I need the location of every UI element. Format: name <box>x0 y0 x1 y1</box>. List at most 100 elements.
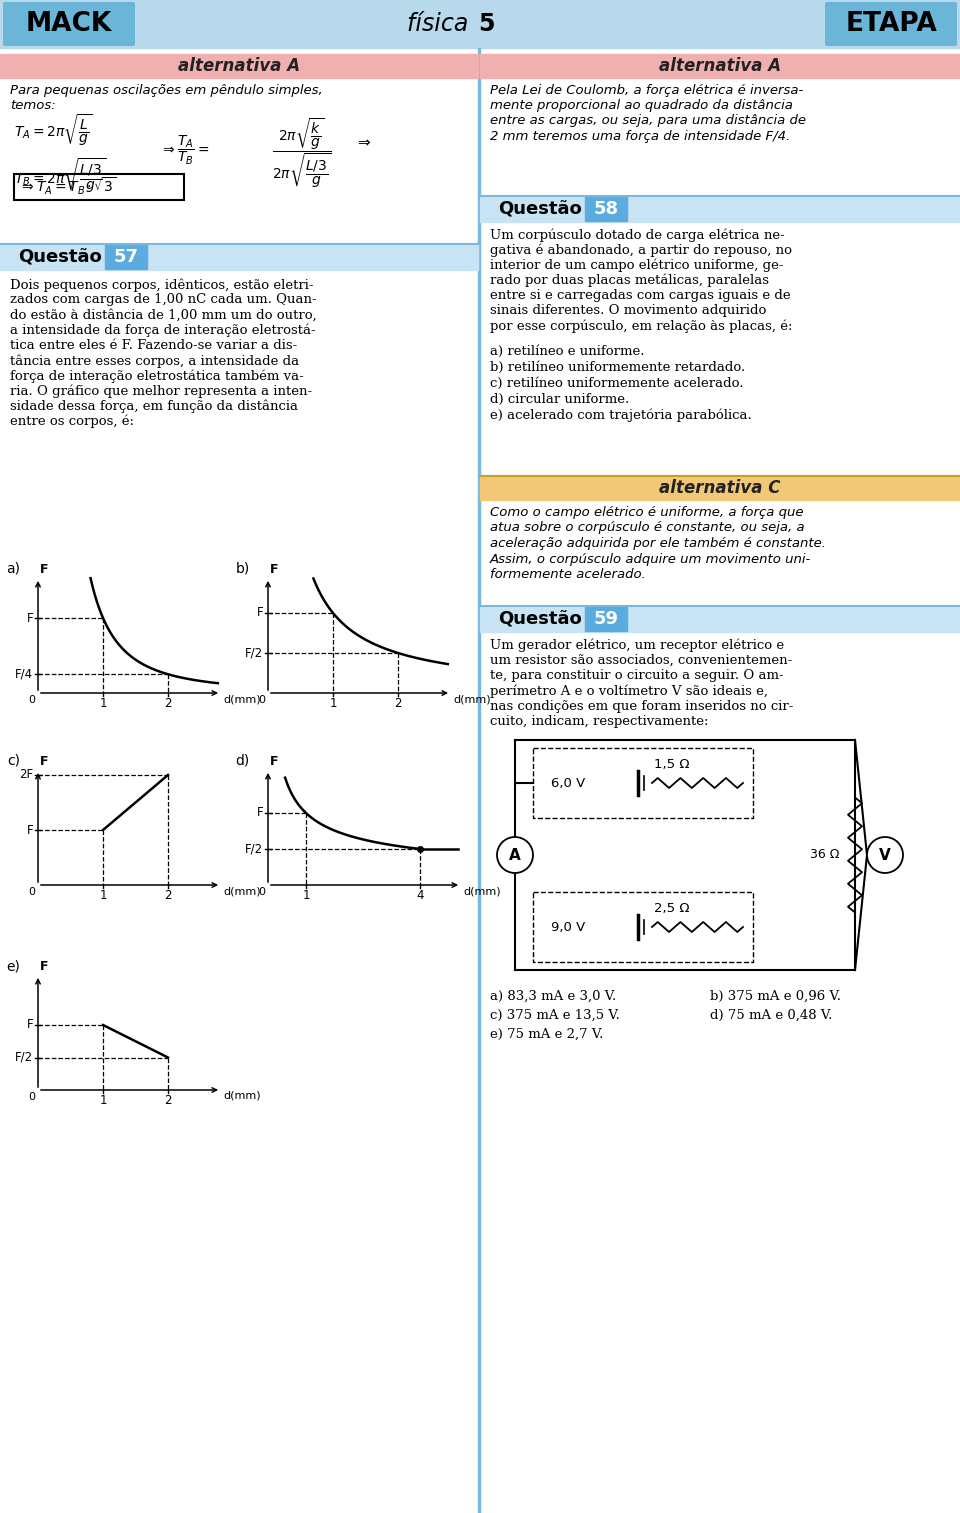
Text: a): a) <box>6 561 20 576</box>
Text: alternativa A: alternativa A <box>659 57 781 76</box>
Text: aceleração adquirida por ele também é constante.: aceleração adquirida por ele também é co… <box>490 537 826 551</box>
Text: cuito, indicam, respectivamente:: cuito, indicam, respectivamente: <box>490 716 708 728</box>
Text: sidade dessa força, em função da distância: sidade dessa força, em função da distânc… <box>10 399 298 413</box>
Text: 1,5 Ω: 1,5 Ω <box>654 758 689 772</box>
Bar <box>533 893 753 962</box>
Text: F: F <box>270 755 278 769</box>
Bar <box>0 244 478 269</box>
Text: F: F <box>256 806 263 820</box>
Text: física: física <box>407 12 476 36</box>
Text: A: A <box>509 847 521 862</box>
Text: d): d) <box>236 753 250 769</box>
Text: F/2: F/2 <box>14 1052 33 1064</box>
Text: Assim, o corpúsculo adquire um movimento uni-: Assim, o corpúsculo adquire um movimento… <box>490 552 811 566</box>
Text: $\Rightarrow\dfrac{T_A}{T_B}=$: $\Rightarrow\dfrac{T_A}{T_B}=$ <box>160 135 209 166</box>
Text: d(mm): d(mm) <box>223 694 260 704</box>
Text: 0: 0 <box>28 694 35 705</box>
Text: 57: 57 <box>113 248 138 266</box>
Text: 0: 0 <box>28 1092 35 1101</box>
Text: 0: 0 <box>258 887 265 897</box>
Text: Como o campo elétrico é uniforme, a força que: Como o campo elétrico é uniforme, a forç… <box>490 505 804 519</box>
Bar <box>14 174 184 200</box>
Text: rado por duas placas metálicas, paralelas: rado por duas placas metálicas, paralela… <box>490 274 769 287</box>
Text: formemente acelerado.: formemente acelerado. <box>490 567 646 581</box>
Text: F: F <box>26 823 33 837</box>
Bar <box>585 607 627 631</box>
Text: F: F <box>26 1018 33 1032</box>
Text: d(mm): d(mm) <box>223 1091 260 1101</box>
Text: Um gerador elétrico, um receptor elétrico e: Um gerador elétrico, um receptor elétric… <box>490 638 784 652</box>
Text: 2: 2 <box>395 697 401 710</box>
Text: por esse corpúsculo, em relação às placas, é:: por esse corpúsculo, em relação às placa… <box>490 319 793 333</box>
Text: Questão: Questão <box>498 610 582 628</box>
Text: 1: 1 <box>99 697 107 710</box>
Bar <box>105 245 147 269</box>
Text: Para pequenas oscilações em pêndulo simples,: Para pequenas oscilações em pêndulo simp… <box>10 85 323 97</box>
Text: do estão à distância de 1,00 mm um do outro,: do estão à distância de 1,00 mm um do ou… <box>10 309 317 321</box>
Text: d) circular uniforme.: d) circular uniforme. <box>490 393 629 405</box>
Text: entre os corpos, é:: entre os corpos, é: <box>10 415 134 428</box>
Text: mente proporcional ao quadrado da distância: mente proporcional ao quadrado da distân… <box>490 100 793 112</box>
Text: te, para constituir o circuito a seguir. O am-: te, para constituir o circuito a seguir.… <box>490 669 783 682</box>
Text: $\Rightarrow T_A = T_B \cdot \sqrt{3}$: $\Rightarrow T_A = T_B \cdot \sqrt{3}$ <box>19 176 116 197</box>
Text: 2: 2 <box>164 697 172 710</box>
Circle shape <box>497 837 533 873</box>
Text: F: F <box>40 755 49 769</box>
Text: b) 375 mA e 0,96 V.: b) 375 mA e 0,96 V. <box>710 990 841 1003</box>
Text: 2,5 Ω: 2,5 Ω <box>654 902 689 915</box>
Text: Questão: Questão <box>498 200 582 218</box>
Text: 2: 2 <box>164 890 172 902</box>
Text: $T_B = 2\pi\sqrt{\dfrac{L/3}{g}}$: $T_B = 2\pi\sqrt{\dfrac{L/3}{g}}$ <box>14 156 107 195</box>
Text: c): c) <box>7 753 20 769</box>
Bar <box>478 48 480 1513</box>
Text: 5: 5 <box>478 12 494 36</box>
Text: d(mm): d(mm) <box>223 887 260 896</box>
Text: 1: 1 <box>99 1094 107 1108</box>
Text: a intensidade da força de interação eletrostá-: a intensidade da força de interação elet… <box>10 324 316 337</box>
Text: d(mm): d(mm) <box>453 694 491 704</box>
Text: 0: 0 <box>258 694 265 705</box>
Text: gativa é abandonado, a partir do repouso, no: gativa é abandonado, a partir do repouso… <box>490 244 792 257</box>
Text: interior de um campo elétrico uniforme, ge-: interior de um campo elétrico uniforme, … <box>490 259 783 272</box>
Text: entre si e carregadas com cargas iguais e de: entre si e carregadas com cargas iguais … <box>490 289 791 301</box>
Text: c) 375 mA e 13,5 V.: c) 375 mA e 13,5 V. <box>490 1009 620 1021</box>
Text: Pela Lei de Coulomb, a força elétrica é inversa-: Pela Lei de Coulomb, a força elétrica é … <box>490 85 804 97</box>
Text: Dois pequenos corpos, idênticos, estão eletri-: Dois pequenos corpos, idênticos, estão e… <box>10 278 314 292</box>
Text: 2: 2 <box>164 1094 172 1108</box>
Text: 1: 1 <box>99 890 107 902</box>
Text: atua sobre o corpúsculo é constante, ou seja, a: atua sobre o corpúsculo é constante, ou … <box>490 522 804 534</box>
Text: F: F <box>40 961 49 973</box>
Bar <box>480 197 960 222</box>
Text: b) retilíneo uniformemente retardado.: b) retilíneo uniformemente retardado. <box>490 362 745 374</box>
Text: 9,0 V: 9,0 V <box>551 920 586 934</box>
Text: F/2: F/2 <box>245 646 263 660</box>
Text: ETAPA: ETAPA <box>845 11 937 36</box>
Text: perímetro A e o voltímetro V são ideais e,: perímetro A e o voltímetro V são ideais … <box>490 684 768 697</box>
Text: entre as cargas, ou seja, para uma distância de: entre as cargas, ou seja, para uma distâ… <box>490 115 806 127</box>
Circle shape <box>867 837 903 873</box>
Bar <box>0 0 960 48</box>
Text: F: F <box>270 563 278 576</box>
Text: temos:: temos: <box>10 98 56 112</box>
Text: $T_A = 2\pi\sqrt{\dfrac{L}{g}}$: $T_A = 2\pi\sqrt{\dfrac{L}{g}}$ <box>14 112 93 148</box>
Text: um resistor são associados, convenientemen-: um resistor são associados, convenientem… <box>490 654 792 667</box>
Text: MACK: MACK <box>26 11 112 36</box>
Text: 0: 0 <box>28 887 35 897</box>
Bar <box>480 477 960 499</box>
Text: V: V <box>879 847 891 862</box>
FancyBboxPatch shape <box>3 2 135 45</box>
Text: alternativa C: alternativa C <box>660 480 780 496</box>
Text: e): e) <box>6 959 20 973</box>
Text: nas condições em que foram inseridos no cir-: nas condições em que foram inseridos no … <box>490 701 793 713</box>
Text: $\dfrac{2\pi\sqrt{\dfrac{k}{g}}}{2\pi\sqrt{\dfrac{L/3}{g}}}$: $\dfrac{2\pi\sqrt{\dfrac{k}{g}}}{2\pi\sq… <box>272 117 332 189</box>
Text: 1: 1 <box>302 890 310 902</box>
Text: 6,0 V: 6,0 V <box>551 776 586 790</box>
Text: 2 mm teremos uma força de intensidade F/4.: 2 mm teremos uma força de intensidade F/… <box>490 130 790 142</box>
Bar <box>480 54 960 79</box>
Text: a) 83,3 mA e 3,0 V.: a) 83,3 mA e 3,0 V. <box>490 990 616 1003</box>
Text: a) retilíneo e uniforme.: a) retilíneo e uniforme. <box>490 345 644 359</box>
Text: força de interação eletrostática também va-: força de interação eletrostática também … <box>10 369 303 383</box>
Bar <box>480 607 960 632</box>
Bar <box>0 54 478 79</box>
Text: 2F: 2F <box>19 769 33 782</box>
